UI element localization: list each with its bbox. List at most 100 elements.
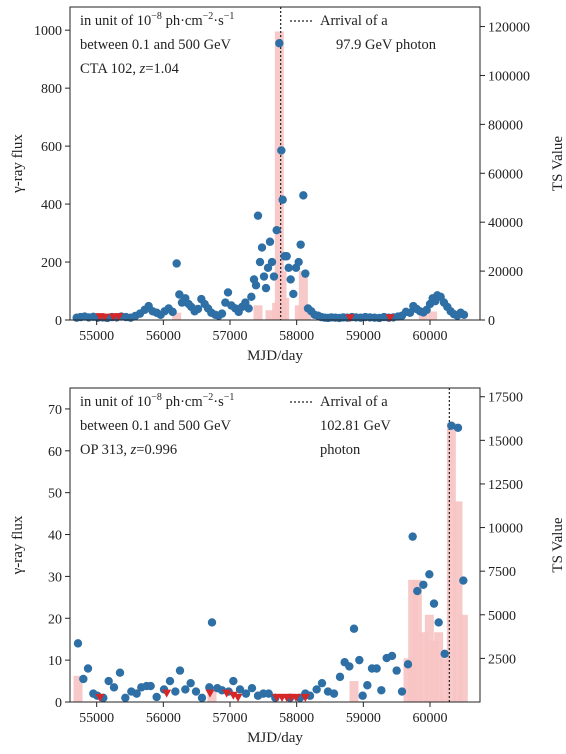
flux-point [425,570,434,579]
panel-op313: 55000 56000 57000 58000 59000 60000 0 10 20 30 40 5… [10,387,566,746]
legend-label: photon [320,442,361,458]
ts-bar [277,271,287,320]
y2-tick-label: 17500 [488,391,523,406]
legend-label: Arrival of a [320,394,388,410]
y-tick-label: 40 [48,529,62,544]
flux-point [181,685,190,694]
ts-bar [429,640,439,702]
ts-bar [408,579,418,702]
flux-point [244,304,253,313]
flux-point [434,618,443,627]
upper-limit-marker [228,691,238,700]
flux-point [191,687,201,696]
flux-point [267,257,277,267]
flux-point [265,237,275,246]
flux-point [453,423,463,432]
flux-point [275,39,284,48]
flux-point [253,211,263,220]
flux-point [83,664,93,673]
y-tick-label: 0 [55,314,62,329]
ts-bar [298,271,308,320]
x-tick-label: 57000 [213,711,248,726]
x-tick-label: 60000 [413,711,448,726]
ts-bar [428,311,438,320]
flux-point [289,289,298,299]
upper-limit-marker [385,314,395,323]
flux-point [269,272,279,281]
flux-point [175,666,185,675]
y-axis-label: γ-ray flux [10,515,26,575]
flux-point [168,307,177,317]
upper-limit-marker [100,313,110,322]
flux-point [207,618,217,627]
y-tick-label: 10 [48,654,62,669]
y-tick-label: 60 [48,445,62,460]
flux-point [109,683,119,692]
ts-bar [446,422,456,702]
y-tick-label: 800 [41,82,62,97]
ts-bar [265,310,275,320]
y2-tick-label: 80000 [488,118,523,133]
x-tick-label: 56000 [146,711,181,726]
flux-point [235,685,245,694]
flux-point [312,685,321,694]
flux-point [121,693,130,703]
x-tick-label: 59000 [346,711,381,726]
ts-bar [418,313,428,320]
legend-label: 102.81 GeV [320,418,391,434]
ts-bar [280,297,290,320]
flux-point [197,693,207,703]
flux-point [355,655,364,665]
flux-point [229,676,238,686]
annotation-units: in unit of 10−8 ph·cm−2·s−1 [80,392,234,410]
flux-point [73,639,83,648]
flux-point [261,283,271,293]
y-tick-label: 0 [55,696,62,711]
y2-tick-label: 100000 [488,69,530,84]
flux-point [440,649,449,659]
y2-tick-label: 0 [488,314,495,329]
flux-point [387,651,397,661]
x-tick-label: 59000 [346,329,381,344]
flux-point [165,676,175,686]
y-tick-label: 1000 [34,24,62,39]
flux-point [377,686,386,695]
legend-label: 97.9 GeV photon [336,37,437,53]
flux-point [172,259,181,268]
flux-point [397,687,407,696]
annotation-source: CTA 102, z=1.04 [80,61,180,77]
ts-bar [207,688,217,702]
flux-point [301,269,310,278]
y-tick-label: 200 [41,256,62,271]
flux-point [349,624,359,633]
flux-point [264,689,273,698]
y-tick-label: 600 [41,140,62,155]
flux-point [419,580,428,589]
y2-tick-label: 120000 [488,21,530,36]
upper-limit-marker [205,689,215,698]
ts-bar [412,579,422,702]
x-tick-label: 55000 [79,329,114,344]
ts-bar [274,31,284,320]
x-tick-label: 56000 [146,329,181,344]
ts-bar [418,632,428,702]
flux-point [247,292,256,302]
upper-limit-marker [95,693,105,702]
y2-axis-label: TS Value [550,136,566,191]
flux-point [241,689,251,698]
y-axis-label: γ-ray flux [10,134,26,194]
flux-point [152,692,161,702]
flux-point [259,272,269,281]
upper-limit-marker [300,693,310,702]
y2-tick-label: 20000 [488,265,523,280]
flux-point [459,310,469,319]
legend-label: Arrival of a [320,13,388,29]
y2-tick-label: 12500 [488,478,523,493]
flux-point [345,662,354,671]
flux-point [186,678,195,688]
flux-point [79,674,88,684]
y-tick-label: 30 [48,570,62,585]
y2-tick-label: 40000 [488,216,523,231]
y2-tick-label: 15000 [488,434,523,449]
